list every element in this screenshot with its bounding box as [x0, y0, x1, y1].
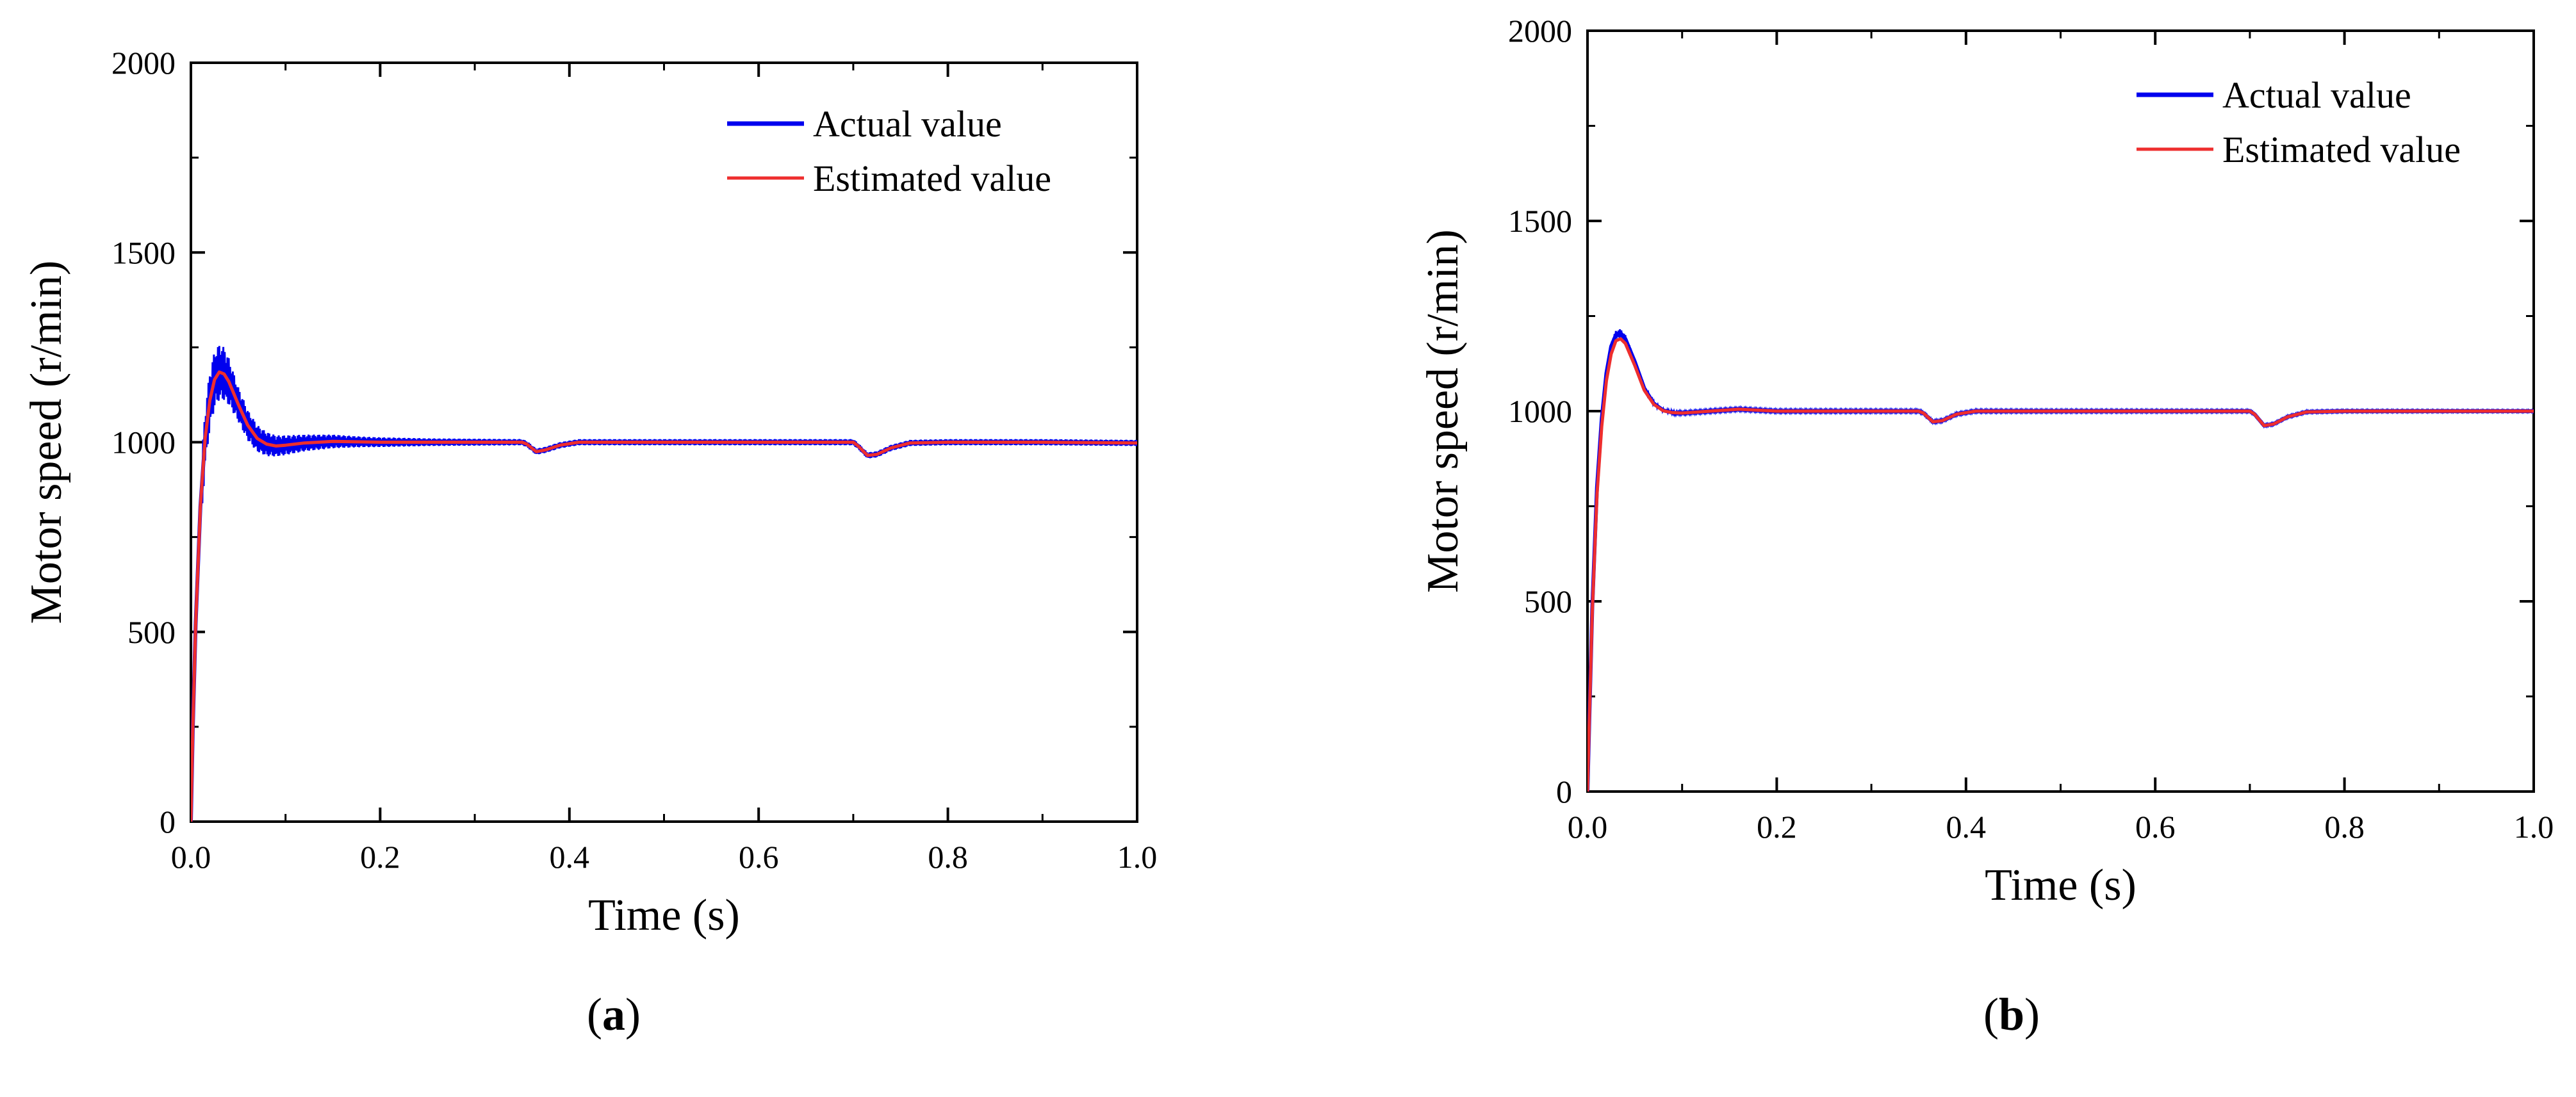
- x-tick-label: 0.4: [1946, 809, 1987, 845]
- chart-panel-b: 0 500 1000 1500 2000 0.0 0.2 0.4 0.6 0.8 1.0 Time (…: [1418, 13, 2554, 910]
- caption-letter: a: [602, 989, 625, 1040]
- x-tick-label: 0.0: [1568, 809, 1608, 845]
- x-tick-label: 1.0: [2514, 809, 2554, 845]
- series-estimated-b-line: [1587, 337, 2534, 792]
- x-axis-title: Time (s): [1985, 861, 2137, 910]
- y-tick-label: 0: [1556, 774, 1572, 809]
- legend-label-estimated: Estimated value: [813, 158, 1051, 199]
- caption-a: (a): [587, 989, 641, 1040]
- x-tick-label: 0.4: [550, 839, 590, 875]
- caption-open-paren: (: [1983, 989, 1999, 1040]
- x-tick-label: 0.2: [1757, 809, 1797, 845]
- caption-b: (b): [1983, 989, 2040, 1040]
- y-tick-label: 500: [1524, 583, 1572, 619]
- caption-close-paren: ): [2024, 989, 2040, 1040]
- y-tick-label: 1000: [111, 425, 176, 460]
- y-tick-label: 500: [127, 614, 176, 650]
- y-tick-label: 0: [160, 804, 176, 840]
- y-tick-label: 2000: [111, 45, 176, 81]
- legend-label-actual: Actual value: [2222, 74, 2411, 116]
- x-tick-label: 0.8: [928, 839, 968, 875]
- series-estimated-a-line: [191, 370, 1137, 822]
- x-tick-label: 0.0: [171, 839, 211, 875]
- caption-open-paren: (: [587, 989, 602, 1040]
- legend-label-estimated: Estimated value: [2222, 129, 2461, 170]
- series-actual-b-line: [1587, 331, 2534, 792]
- y-tick-label: 1000: [1508, 393, 1572, 429]
- chart-panel-a: 0 500 1000 1500 2000 0.0 0.2 0.4 0.6 0.8 1.0 Time (…: [22, 45, 1157, 940]
- plot-area: [1587, 329, 2534, 792]
- y-tick-label: 2000: [1508, 13, 1572, 49]
- y-axis-title: Motor speed (r/min): [22, 261, 71, 624]
- x-tick-label: 0.2: [360, 839, 400, 875]
- x-tick-label: 1.0: [1117, 839, 1158, 875]
- legend-a: Actual value Estimated value: [727, 103, 1051, 199]
- y-axis-title: Motor speed (r/min): [1418, 229, 1468, 593]
- legend-label-actual: Actual value: [813, 103, 1002, 145]
- plot-area: [191, 346, 1137, 822]
- x-tick-label: 0.6: [2135, 809, 2176, 845]
- x-axis-title: Time (s): [588, 891, 740, 940]
- caption-letter: b: [1999, 989, 2024, 1040]
- x-tick-label: 0.6: [739, 839, 779, 875]
- series-actual-b-noise: [1587, 329, 2534, 792]
- y-tick-label: 1500: [1508, 203, 1572, 239]
- legend-b: Actual value Estimated value: [2137, 74, 2461, 170]
- caption-close-paren: ): [625, 989, 641, 1040]
- x-tick-label: 0.8: [2324, 809, 2365, 845]
- y-tick-label: 1500: [111, 234, 176, 270]
- series-actual-a-noise: [191, 346, 1137, 822]
